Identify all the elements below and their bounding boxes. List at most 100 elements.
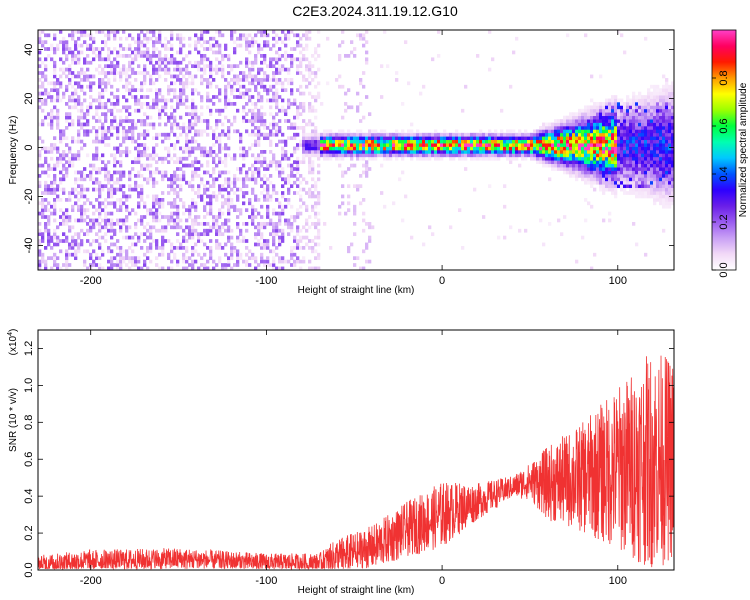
spectrogram-cell: [122, 132, 126, 137]
spectrogram-cell: [314, 222, 318, 226]
spectrogram-cell: [59, 67, 63, 72]
spectrogram-cell: [608, 160, 612, 165]
spectrogram-cell: [134, 71, 138, 75]
spectrogram-cell: [635, 187, 639, 192]
spectrogram-cell: [182, 126, 186, 130]
spectrogram-cell: [188, 36, 192, 41]
spectrogram-cell: [599, 126, 603, 130]
spectrogram-cell: [266, 208, 270, 213]
spectrogram-cell: [221, 146, 225, 151]
spectrogram-cell: [221, 266, 225, 271]
spectrogram-cell: [443, 136, 447, 141]
spectrogram-cell: [290, 126, 294, 130]
spectrogram-cell: [254, 40, 258, 45]
spectrogram-cell: [335, 139, 339, 144]
spectrogram-cell: [656, 194, 660, 199]
spectrogram-cell: [590, 136, 594, 141]
spectrogram-cell: [104, 136, 108, 141]
spectrogram-cell: [581, 160, 585, 165]
spectrogram-cell: [350, 146, 354, 151]
spectrogram-cell: [266, 167, 270, 171]
spectrogram-cell: [278, 36, 282, 41]
spectrogram-cell: [239, 33, 243, 38]
spectrogram-cell: [629, 108, 633, 113]
spectrogram-cell: [647, 129, 651, 134]
spectrogram-cell: [614, 129, 618, 134]
spectrogram-cell: [53, 81, 57, 86]
spectrogram-cell: [176, 239, 180, 243]
spectrogram-cell: [611, 187, 615, 192]
spectrogram-cell: [425, 139, 429, 144]
spectrogram-cell: [443, 139, 447, 144]
spectrogram-cell: [59, 249, 63, 254]
spectrogram-cell: [533, 150, 537, 154]
spectrogram-cell: [518, 150, 522, 154]
spectrogram-cell: [311, 153, 315, 158]
spectrogram-cell: [146, 208, 150, 213]
spectrogram-cell: [653, 201, 657, 206]
spectrogram-cell: [410, 153, 414, 158]
spectrogram-frame: [37, 29, 675, 271]
spectrogram-cell: [125, 54, 129, 58]
spectrogram-cell: [314, 57, 318, 62]
spectrogram-cell: [614, 150, 618, 154]
spectrogram-cell: [602, 139, 606, 144]
spectrogram-cell: [197, 215, 201, 219]
spectrogram-cell: [107, 33, 111, 38]
spectrogram-cell: [668, 184, 672, 189]
spectrogram-cell: [500, 139, 504, 144]
spectrogram-cell: [245, 47, 249, 51]
spectrogram-cell: [647, 136, 651, 141]
spectrogram-cell: [617, 143, 621, 147]
spectrogram-cell: [290, 122, 294, 127]
spectrogram-cell: [419, 143, 423, 147]
spectrogram-cell: [254, 208, 258, 213]
spectrogram-cell: [116, 246, 120, 250]
spectrogram-cell: [68, 191, 72, 195]
spectrogram-cell: [95, 222, 99, 226]
spectrogram-cell: [50, 167, 54, 171]
spectrogram-cell: [317, 132, 321, 137]
spectrogram-cell: [146, 30, 150, 34]
spectrogram-cell: [56, 225, 60, 230]
spectrogram-cell: [110, 242, 114, 247]
spectrogram-cell: [149, 246, 153, 250]
spectrogram-cell: [227, 239, 231, 243]
spectrogram-cell: [149, 249, 153, 254]
spectrogram-cell: [653, 180, 657, 185]
spectrogram-cell: [620, 160, 624, 165]
spectrogram-cell: [605, 126, 609, 130]
spectrogram-cell: [113, 95, 117, 99]
spectrogram-cell: [104, 88, 108, 93]
spectrogram-cell: [335, 136, 339, 141]
spectrogram-cell: [635, 98, 639, 103]
spectrogram-cell: [290, 252, 294, 257]
spectrogram-cell: [404, 146, 408, 151]
spectrogram-cell: [308, 81, 312, 86]
spectrogram-cell: [95, 153, 99, 158]
spectrogram-cell: [98, 204, 102, 209]
spectrogram-cell: [596, 119, 600, 123]
spectrogram-cell: [590, 266, 594, 271]
spectrogram-cell: [671, 126, 675, 130]
spectrogram-cell: [44, 98, 48, 103]
spectrogram-cell: [617, 146, 621, 151]
spectrogram-cell: [158, 54, 162, 58]
spectrogram-cell: [626, 112, 630, 117]
spectrogram-cell: [497, 146, 501, 151]
spectrogram-cell: [86, 74, 90, 79]
spectrogram-cell: [428, 225, 432, 230]
spectrogram-cell: [92, 180, 96, 185]
colorbar-label: Normalized spectral amplitude: [738, 82, 749, 217]
spectrogram-cell: [455, 143, 459, 147]
spectrogram-cell: [47, 208, 51, 213]
spectrogram-cell: [491, 132, 495, 137]
spectrogram-cell: [215, 126, 219, 130]
spectrogram-cell: [86, 33, 90, 38]
spectrogram-cell: [62, 129, 66, 134]
spectrogram-cell: [209, 246, 213, 250]
spectrogram-cell: [635, 153, 639, 158]
spectrogram-cell: [443, 150, 447, 154]
spectrogram-cell: [53, 235, 57, 240]
spectrogram-cell: [479, 143, 483, 147]
